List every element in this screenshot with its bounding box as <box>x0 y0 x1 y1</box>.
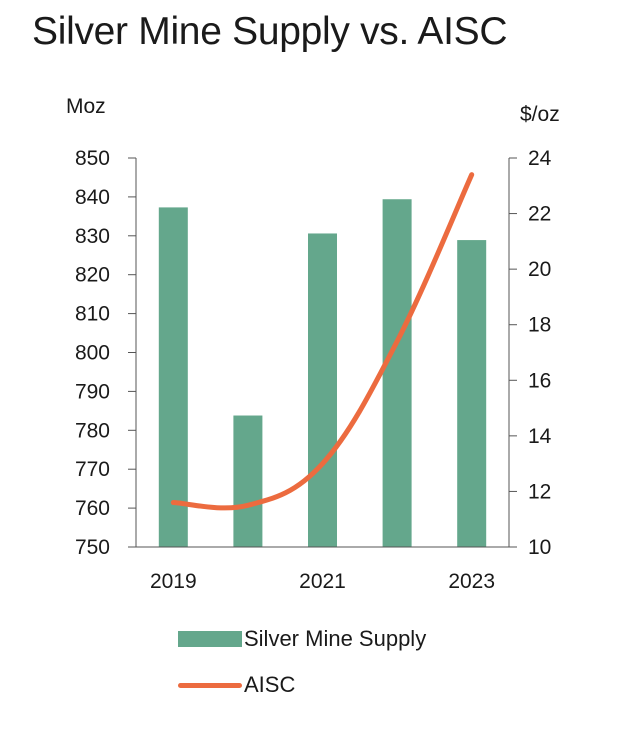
right-axis-tick-label: 22 <box>528 203 551 226</box>
chart-title: Silver Mine Supply vs. AISC <box>32 10 508 53</box>
legend-item-supply: Silver Mine Supply <box>178 626 426 652</box>
line-aisc <box>170 172 475 511</box>
legend-label-aisc: AISC <box>244 672 296 697</box>
legend-item-aisc: AISC <box>178 672 295 698</box>
legend-swatch-aisc <box>178 682 242 688</box>
x-axis-tick-label: 2019 <box>150 570 197 593</box>
left-axis-tick-label: 820 <box>75 264 110 287</box>
legend-label-supply: Silver Mine Supply <box>244 626 427 651</box>
right-axis-tick-label: 20 <box>528 258 551 281</box>
left-axis-tick-label: 800 <box>75 342 110 365</box>
bar-silver-mine-supply <box>457 240 487 548</box>
left-axis-tick-label: 760 <box>75 497 110 520</box>
left-axis-tick-label: 790 <box>75 380 110 403</box>
left-axis-tick-label: 770 <box>75 458 110 481</box>
right-axis-tick-label: 12 <box>528 480 551 503</box>
left-axis-tick-label: 780 <box>75 419 110 442</box>
right-axis-tick-label: 18 <box>528 314 551 337</box>
legend-swatch-supply <box>178 631 242 647</box>
left-axis-tick-label: 830 <box>75 225 110 248</box>
bar-silver-mine-supply <box>308 233 337 547</box>
left-axis-tick-label: 840 <box>75 186 110 209</box>
bar-silver-mine-supply <box>382 199 412 547</box>
x-axis-tick-label: 2021 <box>299 570 346 593</box>
left-axis-unit: Moz <box>66 95 106 118</box>
left-axis-tick-label: 850 <box>75 147 110 170</box>
bar-silver-mine-supply <box>233 415 263 547</box>
left-axis-tick-label: 810 <box>75 303 110 326</box>
right-axis-tick-label: 16 <box>528 369 551 392</box>
right-axis-unit: $/oz <box>520 103 560 126</box>
bar-silver-mine-supply <box>158 207 188 547</box>
right-axis-tick-label: 24 <box>528 147 552 170</box>
right-axis-tick-label: 14 <box>528 425 552 448</box>
left-axis-tick-label: 750 <box>75 536 110 559</box>
right-axis-tick-label: 10 <box>528 536 551 559</box>
x-axis-tick-label: 2023 <box>448 570 495 593</box>
